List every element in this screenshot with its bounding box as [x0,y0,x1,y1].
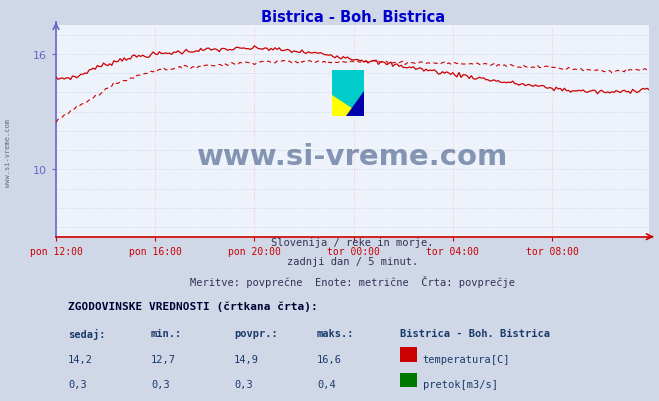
Text: temperatura[C]: temperatura[C] [422,354,510,364]
Text: 14,2: 14,2 [68,354,93,364]
Bar [400,373,416,387]
Text: ZGODOVINSKE VREDNOSTI (črtkana črta):: ZGODOVINSKE VREDNOSTI (črtkana črta): [68,301,318,312]
Text: min.:: min.: [151,328,182,338]
Text: zadnji dan / 5 minut.: zadnji dan / 5 minut. [287,256,418,266]
Text: 16,6: 16,6 [317,354,342,364]
Text: www.si-vreme.com: www.si-vreme.com [5,118,11,186]
Text: 12,7: 12,7 [151,354,176,364]
Polygon shape [332,71,364,117]
Bar [332,71,364,117]
Text: maks.:: maks.: [317,328,355,338]
Text: 0,3: 0,3 [68,379,86,389]
Text: sedaj:: sedaj: [68,328,105,339]
Text: www.si-vreme.com: www.si-vreme.com [197,143,508,171]
Text: Bistrica - Boh. Bistrica: Bistrica - Boh. Bistrica [400,328,550,338]
Title: Bistrica - Boh. Bistrica: Bistrica - Boh. Bistrica [260,10,445,25]
Text: Slovenija / reke in morje.: Slovenija / reke in morje. [272,237,434,247]
Text: 0,3: 0,3 [234,379,252,389]
Text: 0,4: 0,4 [317,379,335,389]
Text: Meritve: povprečne  Enote: metrične  Črta: povprečje: Meritve: povprečne Enote: metrične Črta:… [190,275,515,288]
Polygon shape [347,91,364,117]
Text: pretok[m3/s]: pretok[m3/s] [422,379,498,389]
Text: 14,9: 14,9 [234,354,259,364]
Text: povpr.:: povpr.: [234,328,277,338]
Bar [400,347,416,362]
Text: 0,3: 0,3 [151,379,169,389]
